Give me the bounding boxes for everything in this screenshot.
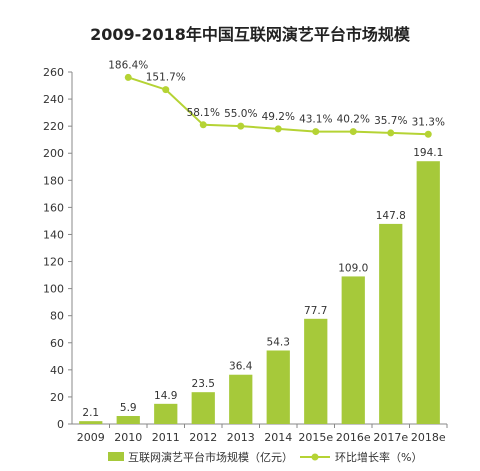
line-point (387, 129, 395, 137)
y-tick-label: 180 (43, 174, 64, 187)
y-tick-label: 40 (50, 364, 64, 377)
y-tick-label: 240 (43, 93, 64, 106)
bar (191, 392, 215, 424)
x-tick-label: 2013 (227, 431, 255, 444)
bar (229, 374, 253, 424)
bar-data-label: 147.8 (376, 210, 406, 222)
bar (154, 403, 178, 424)
bar (416, 161, 440, 425)
bar-series: 2.1 5.9 14.9 23.5 36.4 54.3 77.7 109.0 147.8 194.… (79, 147, 443, 425)
bar (379, 223, 403, 424)
y-tick-label: 60 (50, 337, 64, 350)
line-data-label: 186.4% (108, 59, 148, 71)
line-point (424, 130, 432, 138)
line-series: 186.4%151.7% 58.1% 55.0% 49.2% 43.1% 40.2% 35.… (108, 59, 445, 138)
line-data-label: 40.2% (337, 114, 370, 126)
x-tick-label: 2017e (373, 431, 408, 444)
chart-axes: 0 20 40 60 80 100 120 140 160 180 200 220 240 260 2009… (43, 66, 448, 444)
bar-data-label: 109.0 (338, 262, 368, 274)
line-point (199, 121, 207, 129)
y-tick-label: 80 (50, 310, 64, 323)
x-tick-label: 2009 (77, 431, 105, 444)
bar-data-label: 36.4 (229, 361, 253, 373)
line-data-label: 58.1% (187, 107, 220, 119)
line-point (274, 125, 282, 133)
legend-label-line: 环比增长率（%） (335, 450, 422, 464)
bar (304, 318, 328, 424)
y-tick-label: 120 (43, 256, 64, 269)
y-tick-label: 160 (43, 201, 64, 214)
line-data-label: 55.0% (224, 108, 257, 120)
bar (341, 276, 365, 424)
line-data-label: 43.1% (299, 114, 332, 126)
y-tick-label: 140 (43, 228, 64, 241)
chart-title: 2009-2018年中国互联网演艺平台市场规模 (90, 25, 411, 44)
line-data-label: 35.7% (374, 115, 407, 127)
bar-data-label: 23.5 (192, 378, 215, 390)
y-tick-label: 220 (43, 120, 64, 133)
x-tick-label: 2010 (114, 431, 142, 444)
bar-data-label: 194.1 (413, 147, 443, 159)
x-tick-label: 2016e (336, 431, 371, 444)
y-tick-label: 0 (57, 418, 64, 431)
bar-data-label: 14.9 (154, 390, 177, 402)
y-tick-label: 100 (43, 283, 64, 296)
bar (79, 421, 103, 424)
x-tick-label: 2011 (152, 431, 180, 444)
line-point (349, 128, 357, 136)
legend-swatch-marker (311, 453, 319, 461)
bar (266, 350, 290, 424)
line-point (124, 73, 132, 81)
line-data-label: 31.3% (412, 116, 445, 128)
bar-data-label: 54.3 (267, 336, 290, 348)
bar-data-label: 5.9 (120, 402, 137, 414)
line-point (237, 122, 245, 130)
y-tick-label: 20 (50, 391, 64, 404)
line-point (312, 128, 320, 136)
x-tick-label: 2014 (264, 431, 292, 444)
y-tick-label: 260 (43, 66, 64, 79)
y-tick-label: 200 (43, 147, 64, 160)
x-tick-label: 2012 (189, 431, 217, 444)
line-data-label: 151.7% (146, 72, 186, 84)
legend-swatch-bar (108, 452, 124, 461)
chart-legend: 互联网演艺平台市场规模（亿元） 环比增长率（%） (108, 450, 422, 464)
line-data-label: 49.2% (262, 111, 295, 123)
bar-data-label: 2.1 (82, 407, 99, 419)
x-tick-label: 2015e (298, 431, 333, 444)
bar (116, 416, 140, 424)
legend-label-bar: 互联网演艺平台市场规模（亿元） (128, 450, 293, 464)
x-tick-label: 2018e (411, 431, 446, 444)
bar-data-label: 77.7 (304, 305, 327, 317)
line-point (162, 86, 170, 94)
